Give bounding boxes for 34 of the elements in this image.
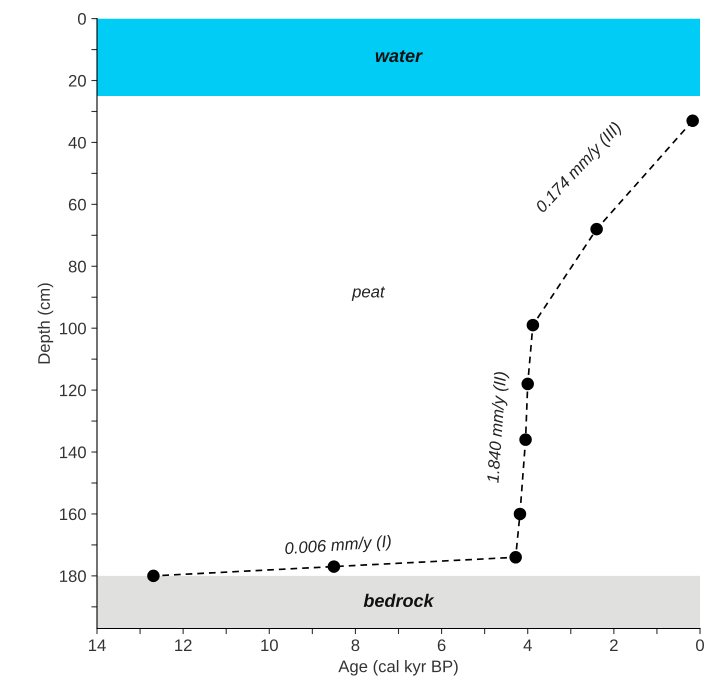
x-tick-label: 14 bbox=[89, 640, 106, 651]
y-tick-label: 40 bbox=[68, 136, 86, 149]
y-tick-label: 140 bbox=[60, 446, 86, 458]
y-tick-label: 180 bbox=[60, 570, 86, 582]
y-tick-label: 100 bbox=[60, 322, 86, 334]
x-axis-title: Age (cal kyr BP) bbox=[338, 660, 458, 676]
point bbox=[514, 508, 526, 520]
annotation: 1.840 mm/y (II) bbox=[486, 372, 510, 484]
y-tick-label: 120 bbox=[60, 384, 86, 396]
y-tick-label: 0 bbox=[78, 13, 86, 25]
x-tick-label: 8 bbox=[352, 639, 360, 652]
point bbox=[509, 551, 522, 564]
y-axis-title: Depth (cm) bbox=[38, 283, 54, 364]
point bbox=[526, 318, 540, 332]
x-tick-label: 6 bbox=[438, 639, 446, 652]
point bbox=[521, 378, 534, 390]
y-tick-label: 80 bbox=[68, 260, 86, 272]
point bbox=[686, 114, 699, 128]
x-tick-label: 12 bbox=[175, 639, 192, 651]
x-tick-label: 4 bbox=[523, 640, 532, 651]
x-tick-label: 2 bbox=[610, 639, 618, 651]
y-tick-label: 60 bbox=[68, 198, 86, 211]
y-tick-label: 20 bbox=[68, 74, 86, 87]
annotation: peat bbox=[352, 286, 386, 301]
annotation: 0.006 mm/y (I) bbox=[284, 534, 392, 558]
point bbox=[328, 560, 340, 573]
point bbox=[519, 433, 532, 446]
y-tick-label: 160 bbox=[60, 508, 86, 520]
point bbox=[147, 570, 160, 582]
point bbox=[590, 222, 603, 236]
band-label: water bbox=[376, 50, 423, 62]
x-tick-label: 0 bbox=[696, 639, 704, 652]
band-label: bedrock bbox=[364, 594, 434, 608]
x-tick-label: 10 bbox=[261, 639, 278, 652]
